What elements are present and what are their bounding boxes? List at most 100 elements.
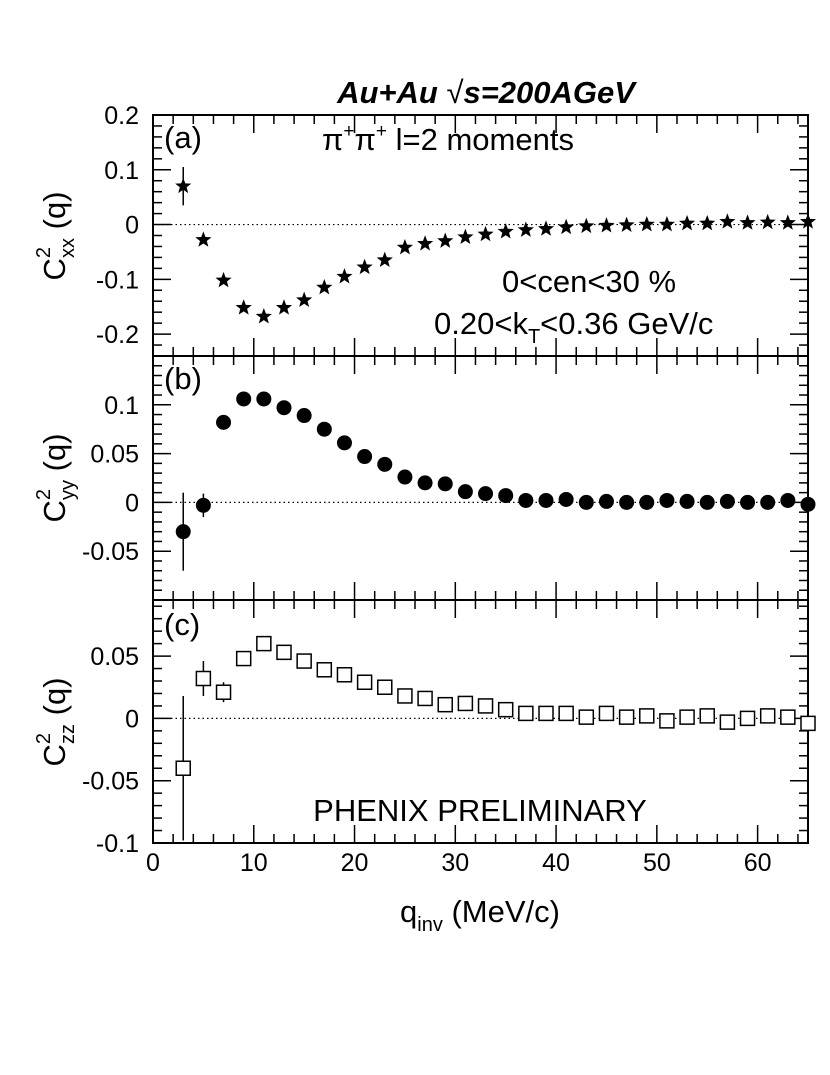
data-point-star [255,308,272,324]
y-tick-label-a: 0 [125,212,139,240]
data-point-circle [336,435,352,451]
data-point-square [356,674,373,690]
y-tick-label-a: 0.2 [104,102,139,130]
data-point-star [477,225,494,242]
data-point-circle [699,494,715,510]
data-point-square [618,709,635,725]
preliminary-watermark: PHENIX PRELIMINARY [313,793,647,828]
data-point-square [316,662,333,678]
data-point-star [719,213,736,229]
data-point-star [779,214,796,230]
data-point-star [578,217,595,234]
data-point-square [477,698,494,714]
data-point-square [215,684,232,700]
data-point-square [276,644,292,661]
data-point-square [699,708,715,724]
y-tick-labels: -0.2 -0.1 0 0.1 0.2 -0.05 0 0.05 0.1 -0.1 -0.05 0 0.… [82,102,139,858]
data-point-circle [397,469,413,485]
data-point-circle [740,494,756,510]
zero-reference-lines [153,223,808,719]
data-point-star [598,217,615,233]
data-point-circle [175,524,191,540]
data-point-star [517,221,534,237]
data-point-star [658,216,676,232]
x-tick-label: 60 [744,849,772,877]
data-point-square [296,653,312,669]
data-point-square [538,705,554,722]
data-point-star [739,214,756,230]
data-point-circle [639,494,655,510]
x-axis-title: qinv (MeV/c) [400,894,560,936]
data-point-square [175,760,191,776]
data-point-square [518,705,534,722]
figure-title: Au+Au √s=200AGeV [336,75,637,110]
x-tick-label: 10 [240,849,268,877]
moments-annotation: π+π+ l=2 moments [322,121,574,157]
y-tick-label-a: -0.2 [96,321,139,349]
data-point-square [437,696,453,713]
data-point-circle [679,493,695,509]
data-point-square [780,709,796,725]
data-point-square [397,688,413,704]
data-point-circle [800,496,816,512]
data-point-square [256,635,272,652]
kt-annotation: 0.20<kT<0.36 GeV/c [434,306,713,348]
data-point-circle [538,492,554,508]
data-point-star [558,218,575,235]
data-point-star [537,220,555,236]
data-point-circle [457,484,473,500]
data-point-star [275,299,293,315]
y-tick-label-c: 0.05 [90,643,139,671]
x-tick-label: 20 [341,849,369,877]
data-point-square [719,714,736,730]
y-tick-label-b: 0.05 [90,441,139,469]
data-point-star [316,279,333,295]
data-point-circle [619,494,635,510]
data-point-circle [417,475,433,491]
data-point-square [639,708,655,724]
data-markers [175,177,817,776]
data-point-circle [498,488,514,504]
data-point-star [235,299,252,315]
data-point-star [638,216,655,232]
data-point-square [235,650,252,667]
data-point-star [356,258,373,275]
data-point-circle [659,492,675,508]
data-point-star [296,291,313,308]
data-point-circle [236,391,252,407]
data-point-square [195,670,212,687]
data-point-square [759,708,776,724]
centrality-annotation: 0<cen<30 % [502,264,676,299]
panel-b-label: (b) [164,361,202,396]
data-point-star [215,271,232,288]
y-tick-label-c: 0 [125,705,139,733]
data-point-star [618,216,635,232]
data-point-square [739,710,756,727]
data-point-star [759,213,776,230]
data-point-square [377,679,393,695]
y-axis-title-c: C2 zz (q) [33,677,79,766]
data-point-circle [357,449,373,465]
data-point-star [699,214,716,231]
data-point-circle [437,476,453,492]
data-point-star [799,213,817,229]
data-point-circle [719,493,735,509]
data-point-circle [195,497,211,513]
x-tick-label: 50 [643,849,671,877]
x-tick-label: 40 [542,849,570,877]
y-tick-label-c: -0.1 [96,830,139,858]
x-tick-label: 0 [146,849,160,877]
y-tick-label-a: -0.1 [96,266,139,294]
panel-b-frame [152,355,809,601]
data-point-circle [377,456,393,472]
y-axis-title-b: C2 yy (q) [33,433,79,522]
data-point-square [417,690,433,707]
y-tick-label-b: 0 [125,489,139,517]
data-point-circle [558,491,574,507]
data-point-square [800,715,816,732]
y-tick-label-a: 0.1 [104,157,139,185]
y-axis-title-a: C2 xx (q) [33,191,79,280]
data-point-circle [780,492,796,508]
y-tick-label-b: 0.1 [104,392,139,420]
